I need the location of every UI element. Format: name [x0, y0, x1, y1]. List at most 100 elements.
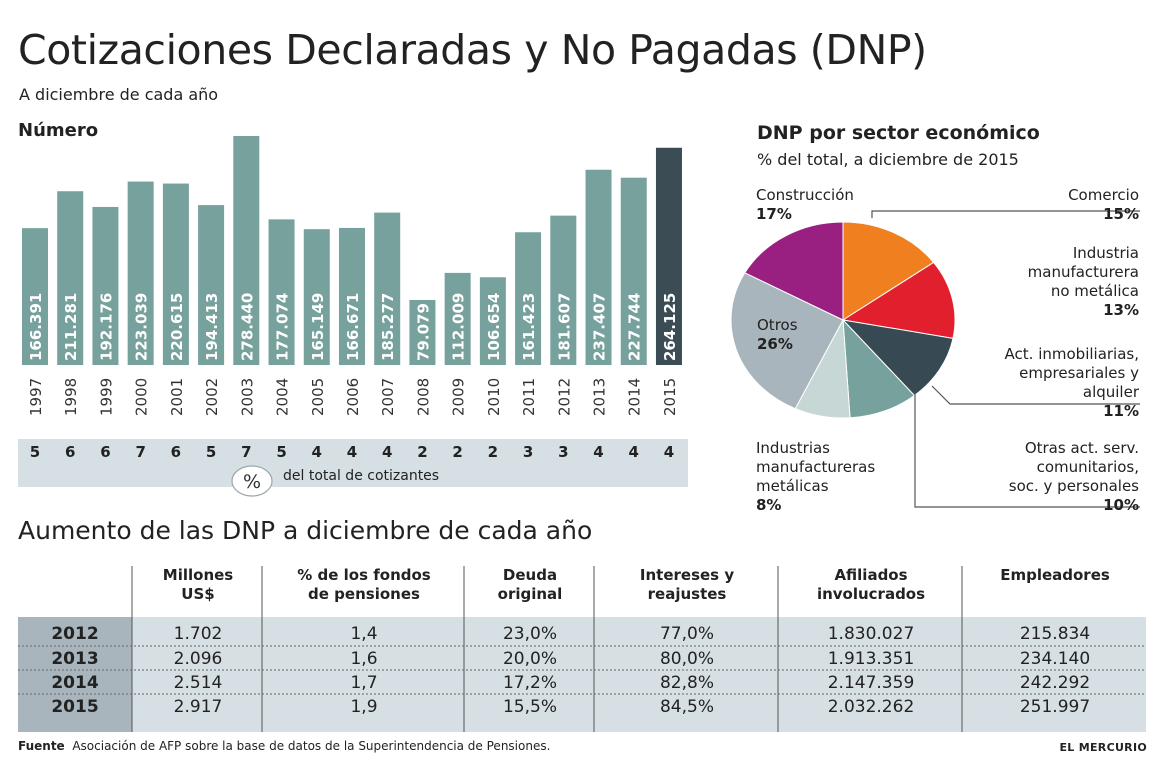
cell-deuda: 15,5%	[502, 697, 557, 717]
leader-line-inmobiliarias	[931, 385, 1140, 405]
col-header-fondos: % de los fondos de pensiones	[297, 566, 431, 603]
year-column-band	[18, 617, 132, 732]
percent-value: 6	[65, 443, 75, 461]
source-label: Fuente	[18, 739, 65, 753]
percent-value: 3	[558, 443, 568, 461]
page-title: Cotizaciones Declaradas y No Pagadas (DN…	[18, 26, 927, 74]
pie-label-industria-no-metalica: Industria manufacturera no metálica 13%	[1027, 244, 1139, 319]
cell-afiliados: 2.032.262	[827, 697, 915, 717]
bar-value-label: 112.009	[450, 293, 468, 361]
percent-band	[18, 439, 688, 487]
otros-label: Otros	[757, 316, 798, 334]
bar-2001	[162, 183, 189, 365]
cell-fondos: 1,4	[350, 624, 378, 644]
percent-values-group: 5 6 6 7 6 5 7 5 4 4 4 2 2 2 3 3 4 4 4	[30, 443, 674, 461]
cell-millones: 2.917	[173, 697, 223, 717]
pie-chart-subtitle: % del total, a diciembre de 2015	[757, 150, 1019, 169]
comercio-pct: 15%	[1103, 205, 1139, 223]
year-label: 2014	[626, 378, 644, 416]
pie-label-metalicas: Industrias manufactureras metálicas 8%	[756, 439, 876, 514]
leader-line-otras	[914, 392, 1140, 508]
bar-value-label: 161.423	[520, 293, 538, 361]
bar-chart-title: Número	[18, 120, 99, 141]
table-body-band	[18, 617, 1146, 732]
row-year: 2012	[51, 624, 99, 644]
value-labels-group: 166.391 211.281 192.176 223.039 220.615 194.4…	[27, 293, 679, 361]
cell-deuda: 17,2%	[502, 673, 557, 693]
bar-1999	[92, 206, 119, 365]
year-label: 2007	[379, 378, 397, 416]
bar-value-label: 278.440	[238, 293, 256, 361]
bar-value-label: 194.413	[203, 293, 221, 361]
year-label: 2000	[133, 378, 151, 416]
bars-group	[22, 136, 682, 365]
bar-value-label: 106.654	[485, 293, 503, 361]
column-separators	[131, 566, 963, 732]
bar-2000	[127, 181, 154, 365]
year-label: 1998	[62, 378, 80, 416]
pie-label-inmobiliarias: Act. inmobiliarias, empresariales y alqu…	[1004, 345, 1139, 420]
pie-label-otros: Otros 26%	[757, 316, 798, 354]
year-label: 1997	[27, 378, 45, 416]
pie-slice-industria-manufacturera-no-metálica	[841, 261, 956, 339]
cell-intereses: 82,8%	[659, 673, 714, 693]
bar-chart: 166.391 211.281 192.176 223.039 220.615 194.4…	[18, 136, 688, 497]
bar-value-label: 165.149	[309, 293, 327, 361]
year-label: 2003	[238, 378, 256, 416]
bar-2011	[515, 232, 542, 365]
col-header-intereses: Intereses y reajustes	[639, 566, 735, 603]
year-label: 2011	[520, 378, 538, 416]
percent-value: 7	[241, 443, 251, 461]
percent-value: 3	[523, 443, 533, 461]
year-label: 2002	[203, 378, 221, 416]
year-label: 2001	[168, 378, 186, 416]
bar-value-label: 79.079	[414, 303, 432, 361]
year-label: 2006	[344, 378, 362, 416]
percent-value: 4	[593, 443, 603, 461]
bar-2010	[479, 277, 506, 365]
bar-value-label: 264.125	[661, 293, 679, 361]
industria-no-metalica-pct: 13%	[1103, 301, 1139, 319]
percent-value: 5	[206, 443, 216, 461]
bar-2013	[585, 169, 612, 365]
percent-value: 5	[30, 443, 40, 461]
col-header-afiliados: Afiliados involucrados	[816, 566, 926, 603]
cell-empleadores: 242.292	[1019, 673, 1091, 693]
row-year: 2013	[51, 649, 99, 669]
cell-intereses: 80,0%	[659, 649, 714, 669]
row-year: 2015	[51, 697, 99, 717]
percent-value: 5	[276, 443, 286, 461]
table-title: Aumento de las DNP a diciembre de cada a…	[18, 516, 593, 545]
year-label: 1999	[97, 378, 115, 416]
comercio-label: Comercio	[1068, 186, 1139, 204]
percent-caption: del total de cotizantes	[283, 468, 439, 484]
cell-afiliados: 1.830.027	[827, 624, 915, 644]
cell-fondos: 1,6	[350, 649, 378, 669]
cell-empleadores: 251.997	[1019, 697, 1091, 717]
bar-1998	[57, 191, 84, 365]
bar-value-label: 181.607	[555, 293, 573, 361]
metalicas-pct: 8%	[756, 496, 782, 514]
pie-slices	[730, 221, 956, 419]
construccion-pct: 17%	[756, 205, 792, 223]
row-separators	[18, 645, 1146, 695]
cell-intereses: 77,0%	[659, 624, 714, 644]
bar-2009	[444, 272, 471, 365]
bar-2006	[338, 227, 365, 365]
bar-value-label: 223.039	[133, 293, 151, 361]
row-year: 2014	[51, 673, 99, 693]
bar-value-label: 211.281	[62, 293, 80, 361]
bar-2005	[303, 229, 330, 365]
percent-value: 2	[488, 443, 498, 461]
bar-value-label: 166.671	[344, 293, 362, 361]
bar-value-label: 237.407	[591, 293, 609, 361]
brand-logo: EL MERCURIO	[1059, 741, 1147, 754]
pie-label-comercio: Comercio 15%	[1068, 186, 1139, 224]
years-band	[18, 365, 688, 439]
year-label: 2004	[274, 378, 292, 416]
cell-empleadores: 215.834	[1019, 624, 1091, 644]
leader-lines	[871, 210, 1140, 508]
cell-fondos: 1,9	[350, 697, 378, 717]
bar-2012	[550, 215, 577, 365]
